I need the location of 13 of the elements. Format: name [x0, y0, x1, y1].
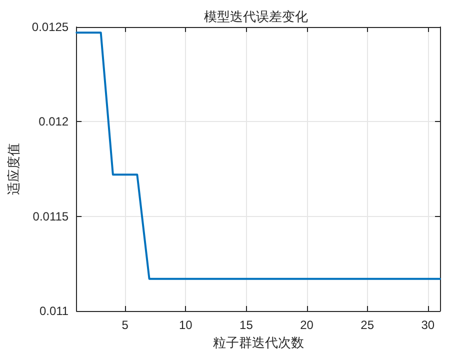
x-tick-label: 30: [421, 318, 435, 332]
x-tick-label: 15: [240, 318, 254, 332]
x-tick-label: 20: [300, 318, 314, 332]
chart-title: 模型迭代误差变化: [204, 10, 308, 25]
y-tick-label: 0.011: [39, 304, 69, 318]
y-tick-label: 0.0115: [32, 209, 69, 224]
x-tick-label: 25: [360, 318, 374, 332]
x-axis-title: 粒子群迭代次数: [212, 336, 304, 351]
x-tick-label: 10: [178, 318, 193, 332]
y-tick-label: 0.0125: [32, 20, 69, 34]
y-axis-title: 适应度值: [6, 143, 22, 195]
y-tick-label: 0.012: [38, 114, 69, 129]
x-tick-label: 5: [122, 318, 129, 332]
